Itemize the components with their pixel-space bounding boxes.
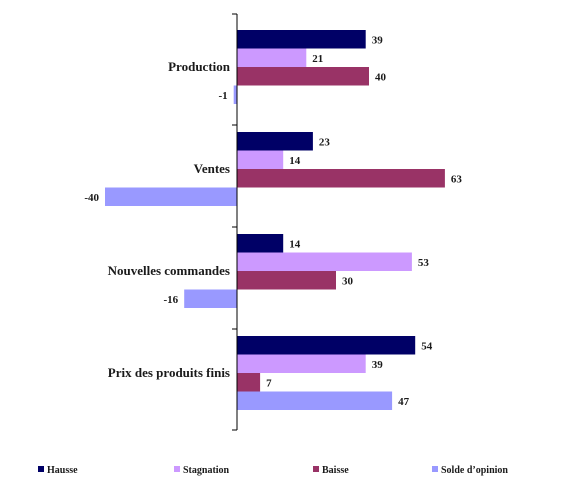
data-label: 53 (418, 257, 430, 269)
legend-swatch-solde-d-opinion (432, 466, 438, 472)
legend-swatch-hausse (38, 466, 44, 472)
bar-solde-d-opinion-production (233, 85, 237, 104)
category-label: Ventes (194, 161, 230, 176)
bar-hausse-ventes (237, 132, 313, 151)
data-label: 40 (375, 71, 387, 83)
bar-baisse-prix-des-produits-finis (237, 373, 261, 392)
data-label: 47 (398, 396, 410, 408)
legend-label-baisse: Baisse (322, 465, 349, 476)
bar-baisse-nouvelles-commandes (237, 271, 336, 290)
bar-stagnation-ventes (237, 150, 284, 169)
legend-label-solde-d-opinion: Solde d’opinion (441, 465, 508, 476)
data-label: 21 (312, 53, 323, 65)
bar-solde-d-opinion-nouvelles-commandes (184, 289, 237, 308)
bar-hausse-nouvelles-commandes (237, 234, 284, 253)
data-label: 14 (289, 155, 301, 167)
data-label: 39 (372, 359, 384, 371)
bar-hausse-production (237, 30, 366, 49)
data-label: -1 (219, 90, 228, 102)
data-label: 54 (421, 340, 433, 352)
data-label: 7 (266, 377, 272, 389)
data-label: 30 (342, 275, 354, 287)
data-label: 39 (372, 34, 384, 46)
legend-label-hausse: Hausse (47, 465, 78, 476)
bar-solde-d-opinion-ventes (105, 187, 237, 206)
legend-swatch-baisse (313, 466, 319, 472)
bar-stagnation-nouvelles-commandes (237, 252, 412, 271)
bar-baisse-ventes (237, 169, 445, 188)
category-label: Nouvelles commandes (108, 263, 230, 278)
bar-baisse-production (237, 67, 369, 86)
bar-solde-d-opinion-prix-des-produits-finis (237, 391, 393, 410)
data-label: 14 (289, 238, 301, 250)
legend-swatch-stagnation (174, 466, 180, 472)
data-label: 63 (451, 173, 463, 185)
data-label: -16 (164, 294, 179, 306)
data-label: 23 (319, 136, 331, 148)
legend-label-stagnation: Stagnation (183, 465, 230, 476)
data-label: -40 (84, 192, 99, 204)
category-label: Prix des produits finis (108, 365, 230, 380)
bar-stagnation-production (237, 48, 307, 67)
bar-hausse-prix-des-produits-finis (237, 336, 416, 355)
bar-stagnation-prix-des-produits-finis (237, 354, 366, 373)
category-label: Production (168, 59, 231, 74)
